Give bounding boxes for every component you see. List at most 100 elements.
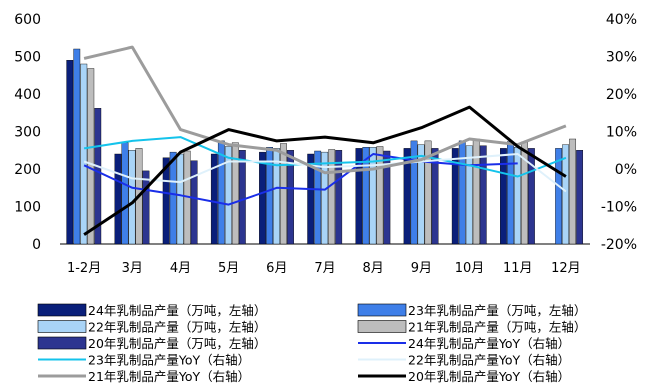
bar [87, 68, 95, 245]
right-tick-label: -20% [601, 237, 637, 253]
right-tick-label: 0% [615, 162, 637, 178]
bar [238, 150, 246, 245]
bar [176, 153, 184, 245]
left-tick-label: 400 [14, 87, 41, 103]
bar [231, 142, 239, 245]
legend-swatch [37, 320, 87, 333]
bar [335, 150, 343, 245]
right-tick-label: 30% [606, 50, 637, 66]
bar [569, 138, 577, 245]
category-label: 1-2月 [67, 261, 101, 276]
series-line [83, 45, 567, 175]
bar [307, 153, 315, 245]
bar [162, 157, 170, 245]
bar [114, 153, 122, 245]
bar [224, 146, 232, 245]
bar [410, 140, 418, 245]
bar [280, 143, 287, 245]
series-line [83, 105, 567, 236]
bar [555, 148, 563, 245]
bar [266, 147, 273, 245]
axes-layer: 0 100 200 300 400 500 600 -20% -10% 0% 10% 20% 30% 40… [14, 12, 637, 276]
series-line [83, 153, 518, 206]
left-tick-label: 0 [32, 237, 41, 253]
bar [94, 108, 102, 245]
bar [321, 151, 329, 245]
bar [472, 138, 480, 245]
left-tick-label: 100 [14, 200, 41, 216]
bar [142, 170, 150, 245]
bar [514, 147, 521, 245]
right-tick-label: 40% [606, 12, 637, 28]
bar [458, 140, 466, 245]
legend-swatch [357, 303, 407, 317]
bar [121, 142, 129, 245]
bar [417, 144, 425, 245]
bar [273, 148, 280, 245]
legend-label: 20年乳制品产量（万吨，左轴） [88, 336, 266, 351]
legend-label: 23年乳制品产量（万吨，左轴） [408, 303, 586, 318]
bar [576, 150, 584, 245]
right-tick-label: 20% [606, 87, 637, 103]
bar [80, 63, 88, 245]
bar [528, 148, 535, 245]
bar [479, 145, 487, 245]
legend-swatch [37, 336, 87, 350]
left-tick-label: 200 [14, 162, 41, 178]
bar [369, 147, 377, 245]
bar [431, 148, 439, 245]
bar [383, 150, 391, 245]
category-label: 5月 [218, 261, 239, 276]
bar [424, 140, 432, 245]
right-tick-label: 10% [606, 125, 637, 141]
bar [169, 151, 177, 245]
legend-swatch [357, 320, 407, 333]
legend-label: 20年乳制品产量YoY（右轴） [408, 369, 570, 384]
bars-layer [66, 48, 584, 245]
bar [128, 150, 136, 245]
bar [314, 150, 322, 245]
left-tick-label: 300 [14, 125, 41, 141]
bar [259, 151, 266, 245]
category-label: 11月 [503, 261, 533, 276]
bar [355, 148, 363, 245]
left-tick-label: 600 [14, 12, 41, 28]
legend-label: 23年乳制品产量YoY（右轴） [88, 353, 250, 368]
bar [562, 144, 570, 245]
bar [73, 48, 81, 245]
legend-label: 24年乳制品产量YoY（右轴） [408, 336, 570, 351]
bar [403, 148, 411, 245]
category-label: 3月 [122, 261, 143, 276]
category-label: 12月 [551, 261, 581, 276]
bar [500, 148, 507, 245]
right-tick-label: -10% [601, 200, 637, 216]
series-line [83, 153, 567, 193]
bar [287, 150, 294, 245]
bar [376, 146, 384, 245]
bar [451, 148, 459, 245]
bar [362, 147, 370, 245]
bar [190, 160, 198, 245]
legend: 24年乳制品产量（万吨，左轴） 23年乳制品产量（万吨，左轴） 22年乳制品产量（万… [37, 303, 586, 384]
category-label: 4月 [170, 261, 191, 276]
category-label: 10月 [455, 261, 485, 276]
bar [465, 145, 473, 245]
bar [210, 153, 218, 245]
legend-label: 22年乳制品产量（万吨，左轴） [88, 320, 266, 335]
category-label: 9月 [411, 261, 432, 276]
category-label: 6月 [266, 261, 287, 276]
legend-label: 21年乳制品产量YoY（右轴） [88, 369, 250, 384]
lines-layer [83, 45, 567, 236]
bar [66, 60, 74, 245]
left-tick-label: 500 [14, 50, 41, 66]
legend-label: 24年乳制品产量（万吨，左轴） [88, 303, 266, 318]
category-label: 7月 [314, 261, 335, 276]
legend-swatch [37, 303, 87, 317]
category-label: 8月 [363, 261, 384, 276]
bar [328, 149, 336, 245]
bar [507, 141, 514, 245]
legend-label: 21年乳制品产量（万吨，左轴） [408, 320, 586, 335]
series-line [83, 136, 567, 178]
